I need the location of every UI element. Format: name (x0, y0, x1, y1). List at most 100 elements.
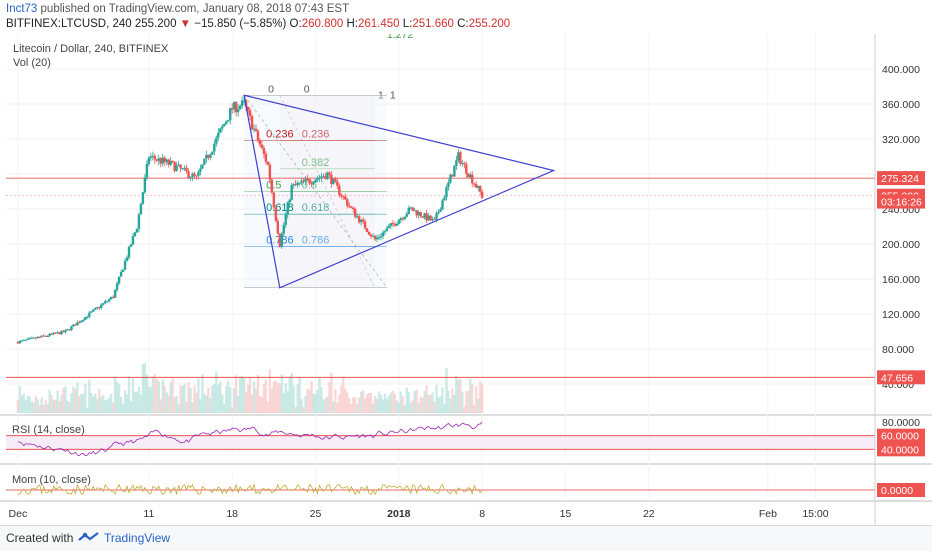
candle-body (165, 159, 168, 163)
candle-body (385, 228, 389, 232)
candle-body (240, 100, 244, 106)
candle-body (304, 178, 307, 182)
fib-level-label: 0.382 (302, 157, 330, 169)
candle-body (159, 158, 162, 164)
candle-body (84, 316, 87, 320)
candle-body (371, 235, 375, 237)
candle-body (369, 234, 373, 237)
volume-label: Vol (20) (13, 57, 51, 69)
candle-body (413, 210, 416, 212)
candle-body (433, 218, 436, 220)
candle-body (68, 329, 71, 331)
volume-bar (262, 384, 266, 413)
volume-bar (246, 384, 250, 413)
volume-bar (187, 381, 190, 413)
candle-body (423, 213, 426, 218)
volume-bar (197, 378, 200, 413)
candle-body (102, 303, 105, 305)
volume-bar (294, 406, 297, 413)
volume-bars (16, 363, 484, 413)
volume-bar (179, 385, 182, 413)
volume-bar (369, 392, 373, 413)
candle-body (453, 165, 456, 177)
volume-bar (129, 401, 133, 413)
volume-bar (425, 385, 428, 413)
candle-body (145, 163, 149, 178)
volume-bar (213, 384, 216, 413)
candle-body (391, 223, 395, 225)
time-tick-label: 22 (643, 508, 655, 520)
volume-bar (72, 386, 75, 413)
candle-body (207, 154, 210, 158)
volume-bar (336, 403, 339, 413)
volume-bar (290, 373, 293, 413)
candle-body (211, 151, 214, 155)
candle-body (344, 196, 347, 200)
fib-level-label: 1 (390, 89, 396, 101)
volume-bar (155, 379, 158, 413)
volume-bar (90, 393, 93, 413)
volume-bar (76, 382, 79, 413)
volume-bar (228, 387, 232, 413)
time-tick-label: 18 (226, 508, 238, 520)
volume-bar (256, 375, 260, 413)
down-arrow-icon: ▼ (179, 18, 192, 30)
volume-bar (393, 393, 397, 413)
volume-bar (459, 378, 462, 413)
volume-bar (62, 388, 65, 413)
candle-body (314, 179, 317, 183)
candle-body (44, 335, 47, 337)
triangle-pattern (243, 94, 556, 289)
volume-bar (80, 393, 83, 413)
volume-bar (100, 396, 103, 413)
volume-bar (98, 389, 101, 413)
volume-bar (175, 396, 178, 413)
candle-body (52, 332, 55, 335)
candle-body (149, 156, 153, 158)
volume-bar (326, 396, 329, 413)
volume-bar (429, 394, 432, 413)
volume-bar (296, 384, 299, 413)
candle-body (262, 147, 266, 154)
candle-body (429, 215, 432, 221)
volume-bar (407, 392, 410, 413)
time-tick-label: 2018 (387, 508, 411, 520)
candle-body (411, 207, 414, 211)
price-tick-label: 200.000 (882, 239, 920, 251)
volume-bar (421, 397, 424, 413)
volume-bar (258, 396, 262, 413)
volume-bar (480, 384, 484, 413)
volume-bar (165, 392, 168, 413)
volume-bar (56, 390, 59, 413)
tradingview-brand-link[interactable]: TradingView (104, 531, 171, 545)
candle-body (377, 237, 381, 239)
symbol-line: BITFINEX:LTCUSD, 240 255.200 ▼ −15.850 (… (6, 18, 510, 30)
candle-body (107, 299, 111, 302)
author-link[interactable]: Inct73 (6, 3, 38, 15)
volume-bar (318, 377, 321, 413)
candlesticks (16, 95, 484, 344)
volume-bar (66, 400, 69, 413)
candle-body (473, 183, 476, 185)
volume-bar (159, 399, 162, 413)
chart-grid (0, 34, 932, 502)
volume-bar (397, 403, 401, 413)
candle-body (58, 332, 61, 335)
price-tick-label: 400.000 (882, 64, 920, 76)
candle-body (42, 335, 45, 337)
candle-body (326, 172, 329, 179)
candle-body (367, 231, 371, 235)
time-tick-label: 15 (560, 508, 572, 520)
volume-bar (149, 387, 153, 413)
pane-labels: Litecoin / Dollar, 240, BITFINEX Vol (20… (12, 43, 169, 486)
volume-bar (250, 394, 254, 413)
candle-body (435, 213, 438, 220)
candle-body (32, 337, 35, 339)
candle-body (115, 283, 119, 290)
volume-bar (139, 394, 143, 413)
time-tick-label: 11 (143, 508, 154, 520)
candle-body (417, 212, 420, 216)
volume-bar (433, 401, 436, 413)
volume-bar (199, 399, 202, 413)
